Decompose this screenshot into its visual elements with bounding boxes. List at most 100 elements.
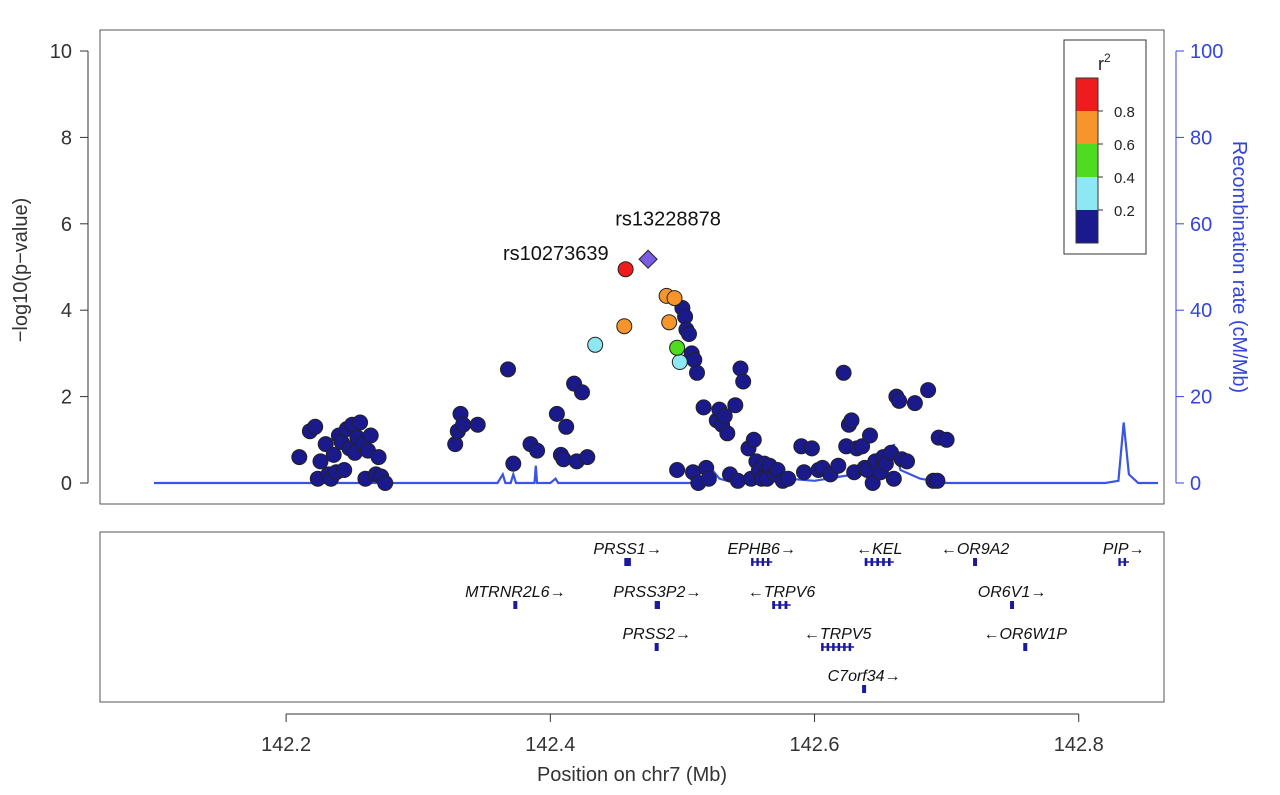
snp-point	[803, 440, 820, 457]
snp-point	[291, 449, 308, 466]
gene-body	[1023, 643, 1028, 651]
gene-label: ←TRPV5	[804, 626, 872, 643]
lead-snp-marker	[638, 249, 658, 269]
y-axis-right-label: Recombination rate (cM/Mb)	[1228, 141, 1250, 393]
snp-point	[885, 470, 902, 487]
snp-point	[854, 438, 871, 455]
snp-point	[579, 449, 596, 466]
snp-point	[862, 427, 878, 444]
snp-label-rs13228878: rs13228878	[615, 208, 721, 230]
snp-point	[835, 364, 852, 381]
gene-body	[624, 558, 631, 566]
snp-point	[716, 408, 733, 424]
x-axis-label: Position on chr7 (Mb)	[537, 764, 727, 786]
snp-point	[336, 462, 353, 478]
snp-point	[796, 464, 812, 481]
snp-label-rs10273639: rs10273639	[503, 243, 609, 265]
snp-point	[695, 399, 712, 416]
snp-point	[555, 451, 572, 468]
snp-point	[719, 425, 736, 442]
legend-swatches: 0.8 0.6 0.4 0.2	[1075, 77, 1135, 244]
gene-exon	[837, 643, 841, 651]
snp-point	[500, 361, 516, 378]
snp-point	[529, 442, 546, 459]
snp-point	[352, 414, 369, 431]
snp-point	[307, 418, 324, 435]
gene-exon	[848, 643, 852, 651]
gene-exon	[751, 558, 754, 566]
snp-point	[455, 416, 472, 433]
snp-point	[661, 314, 678, 331]
gene-body	[973, 558, 978, 566]
snp-point	[312, 453, 329, 470]
snp-point	[735, 373, 752, 390]
y-right-tick-label: 80	[1190, 127, 1212, 149]
snp-point	[362, 427, 379, 444]
y-right-tick-label: 60	[1190, 214, 1212, 236]
y-tick-label: 0	[61, 473, 72, 495]
y-right-tick-label: 40	[1190, 300, 1212, 322]
y-tick-label: 8	[61, 127, 72, 149]
snp-point	[830, 457, 847, 474]
x-tick-label: 142.6	[789, 734, 839, 756]
gene-body	[654, 601, 660, 609]
snp-point	[505, 455, 522, 472]
gene-label: PRSS1→	[593, 541, 661, 558]
legend-label: 0.2	[1114, 203, 1135, 220]
x-tick-label: 142.8	[1054, 734, 1104, 756]
snp-point	[681, 326, 697, 342]
gene-exon	[756, 558, 759, 566]
snp-point	[317, 436, 334, 453]
gene-label: ←KEL	[856, 541, 902, 558]
snp-point	[899, 453, 915, 470]
gene-body	[1010, 601, 1015, 609]
snp-point	[864, 475, 881, 491]
gene-exon	[843, 643, 846, 651]
legend-label: 0.4	[1114, 170, 1135, 187]
legend-swatch-border	[1075, 77, 1099, 244]
genes-layer: PRSS1→ EPHB6→ ←KEL ←OR9A2 PIP→ MTRNR2L6→ PRSS3…	[465, 541, 1145, 693]
snp-point	[843, 412, 860, 429]
gene-exon	[784, 601, 788, 609]
gene-exon	[826, 643, 830, 651]
y-right-tick-label: 20	[1190, 387, 1212, 409]
legend-swatch	[1076, 111, 1098, 144]
snp-point	[666, 290, 683, 307]
snp-point	[700, 470, 717, 487]
gene-exon	[1118, 558, 1121, 566]
gene-exon	[876, 558, 879, 566]
snp-point	[548, 405, 565, 422]
snp-point	[727, 397, 744, 414]
snp-point	[745, 431, 762, 448]
gene-exon	[887, 558, 891, 566]
y-axis-label: −log10(p−value)	[10, 198, 32, 343]
y-tick-label: 4	[61, 300, 72, 322]
snp-point	[616, 318, 633, 335]
snp-point	[325, 446, 342, 463]
y-tick-label: 2	[61, 387, 72, 409]
snp-point	[671, 354, 688, 370]
snp-point	[732, 360, 749, 377]
snp-annotations-layer: rs13228878 rs10273639	[503, 208, 721, 265]
y-right-tick-label: 100	[1190, 41, 1223, 63]
legend-label: 0.6	[1114, 137, 1135, 154]
gene-panel-frame	[99, 531, 1165, 703]
gene-exon	[1123, 558, 1127, 566]
snp-point	[906, 395, 923, 412]
snp-point	[729, 472, 746, 489]
legend-swatch	[1076, 177, 1098, 210]
gene-label: PIP→	[1103, 541, 1145, 558]
snp-point	[686, 351, 703, 368]
gene-label: PRSS3P2→	[613, 584, 701, 601]
snp-point	[669, 339, 686, 356]
gene-exon	[821, 643, 824, 651]
scatter-panel-frame	[99, 29, 1165, 505]
snp-point	[920, 382, 937, 399]
y-tick-label: 6	[61, 214, 72, 236]
x-tick-label: 142.2	[261, 734, 311, 756]
snp-point	[891, 392, 908, 409]
snp-points-layer	[291, 249, 955, 491]
